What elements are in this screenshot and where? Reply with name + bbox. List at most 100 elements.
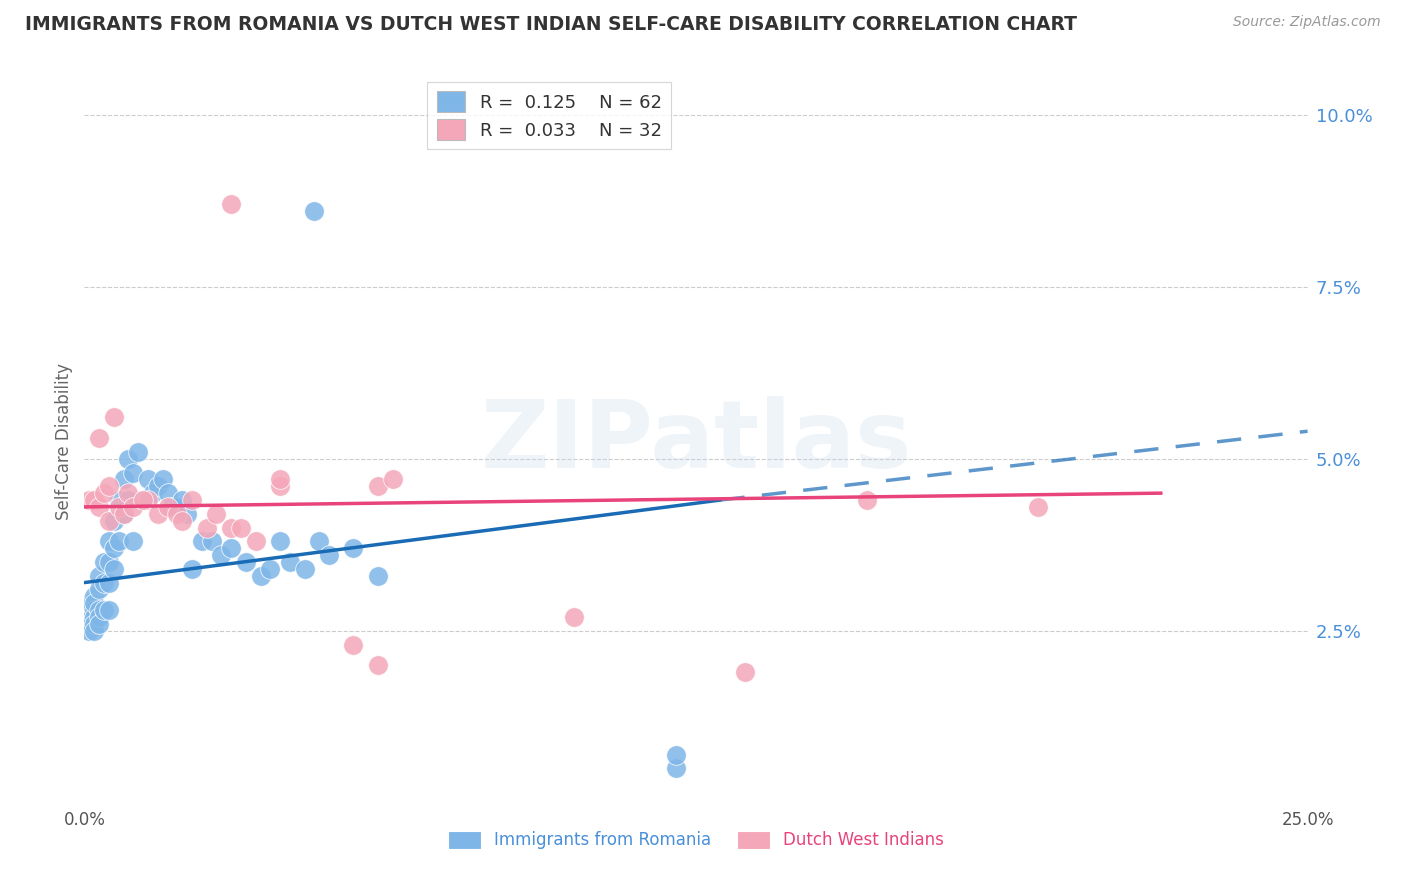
Point [83, 590, 105, 604]
Point [200, 534, 222, 549]
Point [146, 479, 169, 493]
Point [117, 493, 139, 508]
Point [342, 541, 364, 556]
Text: ZIPatlas: ZIPatlas [481, 395, 911, 488]
Point [304, 204, 326, 219]
Point [112, 507, 135, 521]
Point [734, 665, 756, 679]
Point [77, 493, 100, 508]
Point [219, 520, 242, 534]
Point [97, 603, 120, 617]
Point [112, 507, 135, 521]
Point [132, 493, 155, 508]
Point [172, 493, 194, 508]
Point [77, 616, 100, 631]
Point [127, 445, 149, 459]
Point [83, 596, 105, 610]
Point [318, 548, 340, 562]
Point [87, 500, 110, 514]
Point [107, 534, 129, 549]
Point [87, 610, 110, 624]
Point [367, 658, 389, 673]
Point [152, 472, 174, 486]
Point [342, 638, 364, 652]
Point [136, 493, 159, 508]
Point [172, 514, 194, 528]
Point [136, 472, 159, 486]
Point [77, 603, 100, 617]
Point [93, 486, 115, 500]
Point [83, 616, 105, 631]
Point [97, 479, 120, 493]
Point [195, 520, 218, 534]
Point [93, 555, 115, 569]
Point [308, 534, 330, 549]
Point [77, 624, 100, 638]
Point [269, 472, 291, 486]
Point [191, 534, 214, 549]
Point [87, 616, 110, 631]
Point [132, 493, 155, 508]
Point [209, 548, 232, 562]
Point [156, 486, 179, 500]
Text: IMMIGRANTS FROM ROMANIA VS DUTCH WEST INDIAN SELF-CARE DISABILITY CORRELATION CH: IMMIGRANTS FROM ROMANIA VS DUTCH WEST IN… [25, 15, 1077, 34]
Point [103, 541, 125, 556]
Point [97, 534, 120, 549]
Point [381, 472, 404, 486]
Point [235, 555, 257, 569]
Point [219, 197, 242, 211]
Point [83, 610, 105, 624]
Point [162, 500, 184, 514]
Point [146, 507, 169, 521]
Point [87, 431, 110, 445]
Point [142, 486, 165, 500]
Point [107, 500, 129, 514]
Point [278, 555, 301, 569]
Point [97, 575, 120, 590]
Point [269, 479, 291, 493]
Point [205, 507, 228, 521]
Point [97, 514, 120, 528]
Point [269, 534, 291, 549]
Point [83, 603, 105, 617]
Point [97, 555, 120, 569]
Point [122, 500, 145, 514]
Point [83, 493, 105, 508]
Point [219, 541, 242, 556]
Point [77, 596, 100, 610]
Point [856, 493, 879, 508]
Point [93, 603, 115, 617]
Point [665, 747, 688, 762]
Text: Source: ZipAtlas.com: Source: ZipAtlas.com [1233, 15, 1381, 29]
Point [1028, 500, 1050, 514]
Point [294, 562, 316, 576]
Point [249, 568, 271, 582]
Point [87, 568, 110, 582]
Point [117, 451, 139, 466]
Point [87, 603, 110, 617]
Point [112, 472, 135, 486]
Legend: Immigrants from Romania, Dutch West Indians: Immigrants from Romania, Dutch West Indi… [441, 824, 950, 856]
Point [103, 562, 125, 576]
Point [83, 624, 105, 638]
Point [166, 500, 188, 514]
Point [77, 610, 100, 624]
Point [562, 610, 585, 624]
Point [181, 562, 204, 576]
Point [259, 562, 281, 576]
Point [117, 486, 139, 500]
Point [665, 761, 688, 775]
Point [122, 534, 145, 549]
Point [245, 534, 267, 549]
Point [176, 507, 198, 521]
Point [122, 466, 145, 480]
Point [103, 410, 125, 425]
Point [166, 507, 188, 521]
Y-axis label: Self-Care Disability: Self-Care Disability [55, 363, 73, 520]
Point [87, 582, 110, 597]
Point [367, 568, 389, 582]
Point [229, 520, 252, 534]
Point [107, 493, 129, 508]
Point [181, 493, 204, 508]
Point [103, 514, 125, 528]
